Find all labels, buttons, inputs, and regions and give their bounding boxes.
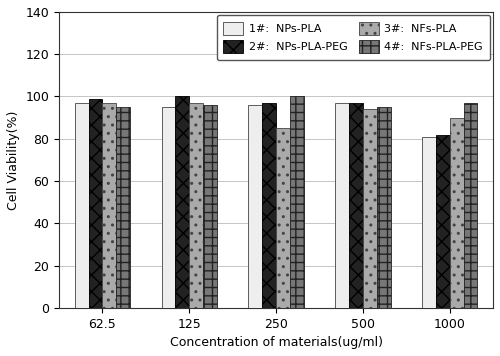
Legend: 1#:  NPs-PLA, 2#:  NPs-PLA-PEG, 3#:  NFs-PLA, 4#:  NFs-PLA-PEG: 1#: NPs-PLA, 2#: NPs-PLA-PEG, 3#: NFs-PL… — [217, 15, 489, 60]
Bar — [335, 103, 349, 308]
Bar — [190, 103, 203, 308]
Bar — [102, 103, 117, 308]
Bar — [116, 107, 130, 308]
Bar — [162, 107, 175, 308]
Bar — [88, 99, 102, 308]
Bar — [248, 105, 262, 308]
Bar — [464, 103, 477, 308]
Bar — [349, 103, 363, 308]
Y-axis label: Cell Viability(%): Cell Viability(%) — [7, 110, 20, 210]
Bar — [363, 109, 377, 308]
Bar — [290, 96, 304, 308]
Bar — [276, 128, 290, 308]
Bar — [74, 103, 88, 308]
Bar — [450, 117, 464, 308]
Bar — [262, 103, 276, 308]
Bar — [422, 137, 436, 308]
Bar — [436, 135, 450, 308]
Bar — [203, 105, 217, 308]
Bar — [377, 107, 390, 308]
Bar — [176, 96, 190, 308]
X-axis label: Concentration of materials(ug/ml): Concentration of materials(ug/ml) — [170, 336, 382, 349]
